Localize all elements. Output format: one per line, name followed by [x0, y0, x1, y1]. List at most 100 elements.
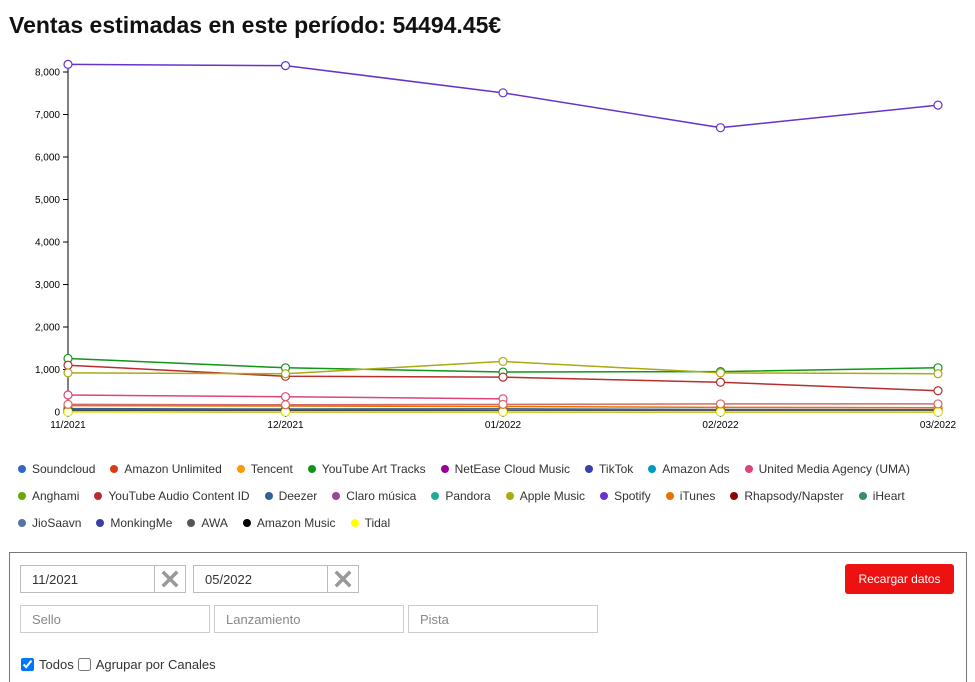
x-tick-label: 12/2021 — [267, 420, 304, 431]
legend-label: YouTube Art Tracks — [321, 461, 426, 476]
legend-item[interactable]: NetEase Cloud Music — [440, 460, 570, 477]
y-tick-label: 4,000 — [35, 238, 60, 249]
agrupar-label: Agrupar por Canales — [95, 657, 216, 672]
legend-label: AWA — [201, 515, 228, 530]
legend-item[interactable]: Claro música — [332, 487, 416, 504]
legend-item[interactable]: TikTok — [585, 460, 633, 477]
legend-dot-icon — [264, 491, 273, 500]
data-point — [498, 399, 508, 409]
legend-dot-icon — [242, 518, 251, 527]
data-point — [715, 368, 726, 378]
y-tick-label: 3,000 — [35, 280, 60, 291]
x-tick-label: 02/2022 — [702, 420, 739, 431]
data-point — [280, 369, 291, 379]
close-icon — [161, 570, 179, 588]
y-tick-label: 0 — [54, 408, 60, 419]
data-point — [280, 392, 291, 402]
todos-checkbox[interactable] — [21, 658, 34, 671]
legend-label: Tidal — [364, 515, 391, 530]
data-point — [715, 399, 726, 409]
legend-label: iTunes — [679, 488, 716, 503]
legend-item[interactable]: Tidal — [350, 514, 391, 531]
legend-label: JioSaavn — [32, 515, 82, 530]
legend-item[interactable]: Rhapsody/Napster — [730, 487, 844, 504]
page-title: Ventas estimadas en este período: 54494.… — [9, 12, 502, 38]
data-point — [63, 390, 73, 400]
data-point — [498, 372, 508, 382]
legend-label: Amazon Music — [256, 515, 336, 530]
y-tick-label: 8,000 — [35, 68, 60, 79]
filter-panel: Recargar datos Todos Agrupar por Canales — [9, 552, 967, 682]
legend-dot-icon — [730, 491, 739, 500]
y-tick-label: 1,000 — [35, 365, 60, 376]
legend-item[interactable]: iTunes — [665, 487, 716, 504]
legend-item[interactable]: Tencent — [236, 460, 293, 477]
legend-item[interactable]: Spotify — [600, 487, 651, 504]
data-point — [933, 399, 943, 409]
clear-date-from-button[interactable] — [154, 565, 186, 593]
legend-dot-icon — [505, 491, 514, 500]
legend-dot-icon — [96, 518, 105, 527]
legend-item[interactable]: Amazon Ads — [648, 460, 730, 477]
legend-label: MonkingMe — [110, 515, 173, 530]
legend-item[interactable]: Soundcloud — [18, 460, 95, 477]
legend-dot-icon — [350, 518, 359, 527]
date-to-input[interactable] — [193, 565, 327, 593]
legend-item[interactable]: Pandora — [431, 487, 491, 504]
date-from-group — [20, 565, 186, 593]
data-point — [63, 399, 73, 409]
legend-label: Deezer — [278, 488, 318, 503]
legend-label: TikTok — [599, 461, 634, 476]
data-point — [63, 360, 73, 370]
legend-label: Soundcloud — [32, 461, 96, 476]
legend-item[interactable]: Anghami — [18, 487, 79, 504]
y-tick-label: 7,000 — [35, 110, 60, 121]
data-point — [280, 400, 291, 410]
legend-label: Spotify — [614, 488, 651, 503]
legend-dot-icon — [332, 491, 341, 500]
todos-label: Todos — [39, 657, 74, 672]
legend-label: United Media Agency (UMA) — [758, 461, 911, 476]
data-point — [280, 61, 291, 71]
legend-dot-icon — [440, 464, 449, 473]
legend-item[interactable]: Amazon Music — [242, 514, 336, 531]
legend-dot-icon — [600, 491, 609, 500]
data-point — [715, 123, 726, 133]
legend-item[interactable]: YouTube Audio Content ID — [94, 487, 250, 504]
date-from-input[interactable] — [20, 565, 154, 593]
y-tick-label: 5,000 — [35, 195, 60, 206]
sello-input[interactable] — [20, 605, 210, 633]
data-point — [498, 407, 508, 417]
legend-item[interactable]: iHeart — [858, 487, 905, 504]
clear-date-to-button[interactable] — [327, 565, 359, 593]
legend-label: Tencent — [250, 461, 293, 476]
y-tick-label: 2,000 — [35, 323, 60, 334]
data-point — [933, 369, 943, 379]
legend-label: iHeart — [872, 488, 905, 503]
legend-label: YouTube Audio Content ID — [108, 488, 250, 503]
legend-item[interactable]: Apple Music — [505, 487, 585, 504]
lanzamiento-input[interactable] — [214, 605, 404, 633]
data-point — [715, 407, 726, 417]
legend-label: Claro música — [346, 488, 417, 503]
legend-item[interactable]: MonkingMe — [96, 514, 172, 531]
reload-data-button[interactable]: Recargar datos — [845, 564, 954, 594]
legend-item[interactable]: YouTube Art Tracks — [307, 460, 426, 477]
legend-dot-icon — [110, 464, 119, 473]
legend-dot-icon — [744, 464, 753, 473]
agrupar-checkbox[interactable] — [77, 658, 91, 671]
data-point — [933, 100, 943, 110]
data-point — [63, 59, 73, 69]
pista-input[interactable] — [408, 605, 598, 633]
legend-item[interactable]: JioSaavn — [18, 514, 81, 531]
legend-dot-icon — [858, 491, 867, 500]
legend-item[interactable]: United Media Agency (UMA) — [744, 460, 911, 477]
legend-item[interactable]: Deezer — [264, 487, 318, 504]
legend-item[interactable]: AWA — [187, 514, 228, 531]
options-row: Todos Agrupar por Canales — [21, 657, 220, 672]
legend-item[interactable]: Amazon Unlimited — [110, 460, 222, 477]
date-to-group — [193, 565, 359, 593]
legend-dot-icon — [585, 464, 594, 473]
data-point — [498, 88, 508, 98]
x-tick-label: 11/2021 — [50, 420, 86, 431]
